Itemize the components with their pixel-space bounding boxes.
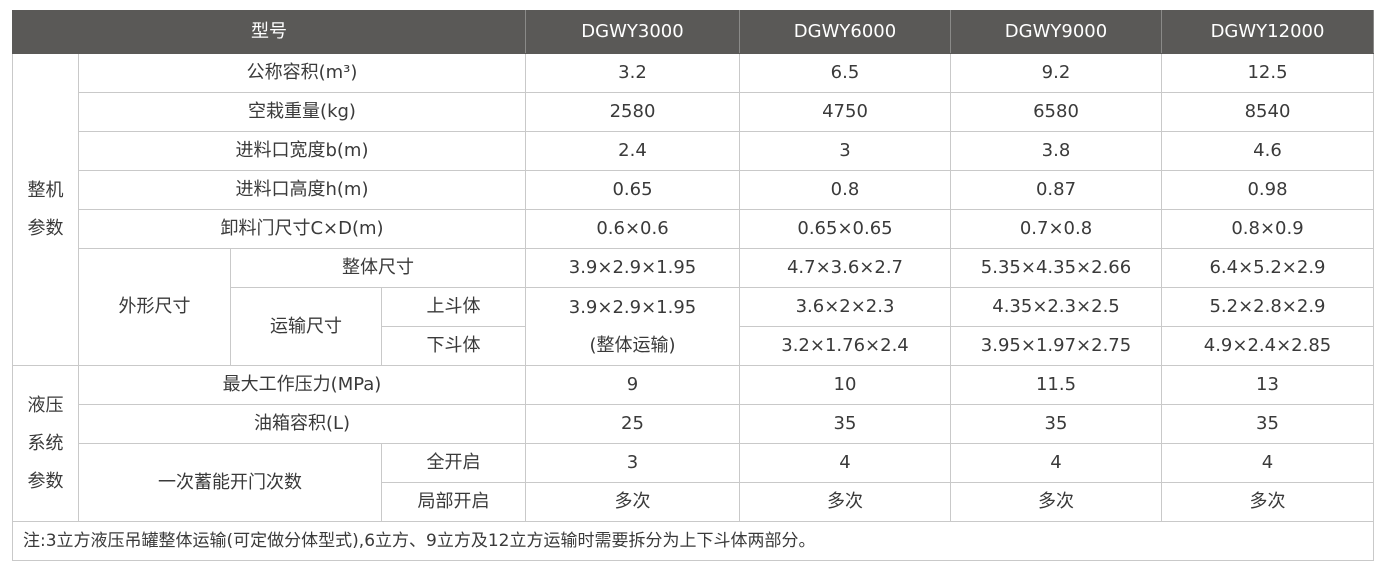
- table-row: 进料口高度h(m) 0.65 0.8 0.87 0.98: [13, 170, 1374, 210]
- cell: 6.4×5.2×2.9: [1161, 248, 1374, 288]
- cell: 4: [950, 443, 1162, 483]
- cell: 35: [950, 404, 1162, 444]
- table-row: 油箱容积(L) 25 35 35 35: [13, 404, 1374, 444]
- row-label: 局部开启: [381, 482, 526, 522]
- cell: 4.35×2.3×2.5: [950, 287, 1162, 327]
- table-row: 进料口宽度b(m) 2.4 3 3.8 4.6: [13, 131, 1374, 171]
- cell: 3: [525, 443, 740, 483]
- cell: 4.9×2.4×2.85: [1161, 326, 1374, 366]
- table-row: 外形尺寸 整体尺寸 3.9×2.9×1.95 4.7×3.6×2.7 5.35×…: [13, 248, 1374, 366]
- cell: 8540: [1161, 92, 1374, 132]
- cell: 3.9×2.9×1.95: [525, 248, 740, 288]
- note-row: 注:3立方液压吊罐整体运输(可定做分体型式),6立方、9立方及12立方运输时需要…: [12, 521, 1374, 561]
- cell: 13: [1161, 365, 1374, 405]
- spec-table: 型号 DGWY3000 DGWY6000 DGWY9000 DGWY12000 …: [12, 10, 1374, 561]
- table-row: 卸料门尺寸C×D(m) 0.6×0.6 0.65×0.65 0.7×0.8 0.…: [13, 209, 1374, 249]
- cell: 2580: [525, 92, 740, 132]
- row-label: 卸料门尺寸C×D(m): [78, 209, 526, 249]
- table-row: 整机参数 公称容积(m³) 3.2 6.5 9.2 12.5: [12, 53, 1374, 366]
- cell: 3.2: [525, 53, 740, 93]
- cell: 25: [525, 404, 740, 444]
- row-label: 下斗体: [381, 326, 526, 366]
- table-row: 一次蓄能开门次数 全开启 3 4 4 4: [13, 443, 1374, 522]
- group-line: 整机: [27, 179, 64, 201]
- cell: 12.5: [1161, 53, 1374, 93]
- cell: 多次: [525, 482, 740, 522]
- cell: 0.65×0.65: [739, 209, 951, 249]
- cell-line: 3.9×2.9×1.95: [568, 296, 697, 318]
- cell: 多次: [739, 482, 951, 522]
- cell: 9.2: [950, 53, 1162, 93]
- cell: 35: [739, 404, 951, 444]
- cell: 0.6×0.6: [525, 209, 740, 249]
- cell: 35: [1161, 404, 1374, 444]
- group-line: 液压: [27, 394, 64, 416]
- cell: 0.98: [1161, 170, 1374, 210]
- cell: 4.6: [1161, 131, 1374, 171]
- cell: 0.65: [525, 170, 740, 210]
- hydraulic-group-label: 液压 系统 参数: [12, 365, 79, 522]
- row-label: 最大工作压力(MPa): [78, 365, 526, 405]
- group-line: 系统: [27, 432, 64, 454]
- cell: 6.5: [739, 53, 951, 93]
- machine-group-label: 整机 参数: [12, 53, 79, 366]
- model-header: DGWY9000: [950, 10, 1162, 54]
- row-label: 全开启: [381, 443, 526, 483]
- cell: 5.35×4.35×2.66: [950, 248, 1162, 288]
- group-line: 参数: [27, 470, 64, 492]
- cell: 3: [739, 131, 951, 171]
- cell: 3.8: [950, 131, 1162, 171]
- cell: 0.7×0.8: [950, 209, 1162, 249]
- cell: 6580: [950, 92, 1162, 132]
- row-label: 空栽重量(kg): [78, 92, 526, 132]
- cell: 0.87: [950, 170, 1162, 210]
- note-text: 注:3立方液压吊罐整体运输(可定做分体型式),6立方、9立方及12立方运输时需要…: [12, 521, 1374, 561]
- row-label: 上斗体: [381, 287, 526, 327]
- cell: 多次: [1161, 482, 1374, 522]
- transport-label: 运输尺寸: [230, 287, 382, 366]
- cell: 3.2×1.76×2.4: [739, 326, 951, 366]
- cell: 4750: [739, 92, 951, 132]
- row-label: 油箱容积(L): [78, 404, 526, 444]
- cell: 4.7×3.6×2.7: [739, 248, 951, 288]
- model-label: 型号: [12, 10, 526, 54]
- row-label: 进料口高度h(m): [78, 170, 526, 210]
- row-label: 进料口宽度b(m): [78, 131, 526, 171]
- cell: 3.6×2×2.3: [739, 287, 951, 327]
- cell-line: (整体运输): [589, 334, 676, 356]
- cell: 11.5: [950, 365, 1162, 405]
- dimensions-label: 外形尺寸: [78, 248, 231, 366]
- cell: 5.2×2.8×2.9: [1161, 287, 1374, 327]
- group-line: 参数: [27, 217, 64, 239]
- cell: 2.4: [525, 131, 740, 171]
- table-row: 液压系统参数 最大工作压力(MPa) 9 10 11.5 13: [12, 365, 1374, 522]
- cell: 0.8: [739, 170, 951, 210]
- cell: 4: [739, 443, 951, 483]
- model-header: DGWY12000: [1161, 10, 1374, 54]
- model-header: DGWY3000: [525, 10, 740, 54]
- cell: 0.8×0.9: [1161, 209, 1374, 249]
- cell: 3.95×1.97×2.75: [950, 326, 1162, 366]
- cell: 4: [1161, 443, 1374, 483]
- model-header: DGWY6000: [739, 10, 951, 54]
- header-row: 型号 DGWY3000 DGWY6000 DGWY9000 DGWY12000: [12, 10, 1374, 54]
- table-row: 空栽重量(kg) 2580 4750 6580 8540: [13, 92, 1374, 132]
- row-label: 整体尺寸: [230, 248, 526, 288]
- cell: 10: [739, 365, 951, 405]
- row-label: 公称容积(m³): [78, 53, 526, 93]
- cell: 多次: [950, 482, 1162, 522]
- cell: 9: [525, 365, 740, 405]
- merged-cell: 3.9×2.9×1.95 (整体运输): [525, 287, 740, 366]
- door-label: 一次蓄能开门次数: [78, 443, 382, 522]
